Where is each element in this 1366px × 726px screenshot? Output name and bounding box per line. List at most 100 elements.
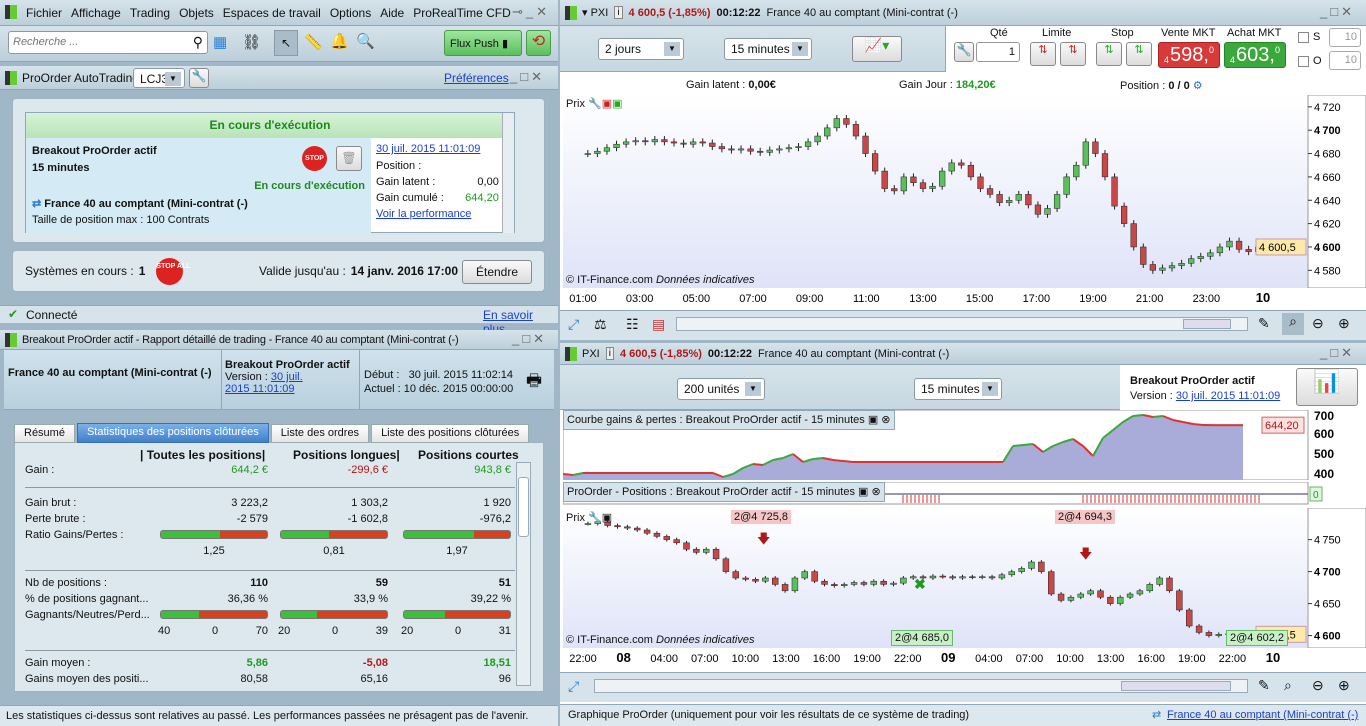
chart1-scrollbar[interactable]: [676, 317, 1248, 331]
report-icon[interactable]: 📊: [1296, 368, 1358, 406]
interval-select[interactable]: 15 minutes ▼: [724, 38, 812, 60]
o-input[interactable]: 10: [1329, 51, 1361, 70]
ruler-icon[interactable]: 📏: [304, 34, 323, 51]
menu-espaces[interactable]: Espaces de travail: [222, 6, 321, 20]
arrow-down-icon[interactable]: ▣: [601, 98, 613, 110]
zoom-in-icon[interactable]: ⊕: [1338, 677, 1350, 693]
menu-options[interactable]: Options: [329, 6, 372, 20]
search-icon[interactable]: ⚲: [192, 34, 203, 50]
window-icon[interactable]: ▣: [601, 512, 613, 524]
refresh-button[interactable]: ⟲: [526, 30, 551, 56]
zoom-out-icon[interactable]: ⊖: [1312, 677, 1324, 693]
zoom-select-icon[interactable]: ⌕: [1282, 313, 1304, 335]
menu-affichage[interactable]: Affichage: [71, 6, 121, 20]
tab-liste-positions[interactable]: Liste des positions clôturées: [371, 424, 530, 443]
zoom-out-icon[interactable]: ⊖: [1312, 315, 1324, 331]
arrow-up-icon[interactable]: ▣: [612, 98, 623, 110]
stop-button[interactable]: STOP: [302, 146, 327, 171]
stop-sell-button[interactable]: ⇅: [1126, 42, 1152, 66]
version-link[interactable]: 30 juil.: [270, 371, 303, 383]
menu-objets[interactable]: Objets: [179, 6, 214, 20]
equity-chart[interactable]: 400 500 600 700 644,20: [563, 410, 1366, 480]
chart2-ticker[interactable]: PXI: [582, 347, 600, 360]
flux-push-button[interactable]: Flux Push ▮: [444, 30, 522, 56]
zoom-in-icon[interactable]: ⊕: [1338, 315, 1350, 331]
wrench-icon[interactable]: 🔧: [588, 98, 602, 110]
tab-resume[interactable]: Résumé: [14, 424, 75, 443]
stop-buy-button[interactable]: ⇅: [1096, 42, 1122, 66]
gears-icon[interactable]: ⚙: [1192, 80, 1203, 92]
qty-input[interactable]: 1: [976, 42, 1020, 62]
window-controls[interactable]: _□✕: [512, 331, 547, 346]
window-icon[interactable]: ▣: [867, 414, 879, 426]
scroll-thumb[interactable]: [518, 477, 529, 537]
chart1-ticker[interactable]: ▾ PXI: [582, 7, 609, 19]
indicator-icon[interactable]: ⚖: [594, 316, 607, 332]
zoom-select-icon[interactable]: ⌕: [1284, 677, 1292, 693]
pointer-tool-icon[interactable]: ↖: [274, 30, 298, 56]
period-select[interactable]: 2 jours ▼: [598, 38, 684, 60]
link-icon[interactable]: ⛓: [242, 34, 262, 51]
interval-select[interactable]: 15 minutes ▼: [914, 378, 1002, 400]
zoom-icon[interactable]: 🔍: [356, 33, 375, 50]
o-checkbox[interactable]: [1298, 56, 1309, 67]
stop-all-button[interactable]: STOP ALL: [156, 257, 191, 285]
settings-wrench-icon[interactable]: 🔧: [954, 42, 974, 62]
version-link[interactable]: 30 juil. 2015 11:01:09: [1175, 390, 1281, 402]
alert-bell-icon[interactable]: 🔔: [330, 33, 349, 50]
candle: [1130, 223, 1137, 248]
candle: [919, 182, 927, 189]
s-input[interactable]: 10: [1329, 28, 1361, 47]
extend-button[interactable]: Étendre: [462, 260, 532, 284]
chart1-price-chart[interactable]: 4 580 4 600 4 620 4 640 4 660 4 680 4 700 4 720…: [563, 95, 1366, 310]
performance-link[interactable]: Voir la performance: [376, 208, 472, 220]
drawing-tool-icon[interactable]: ✎: [1258, 677, 1270, 693]
delete-trash-icon[interactable]: 🗑: [336, 146, 362, 171]
preferences-link[interactable]: Préférences: [444, 71, 509, 85]
version-link-cont[interactable]: 2015 11:01:09: [225, 383, 295, 395]
info-icon[interactable]: i: [605, 347, 614, 360]
tab-liste-ordres[interactable]: Liste des ordres: [270, 424, 370, 443]
tab-statistiques[interactable]: Statistiques des positions clôturées: [76, 423, 269, 443]
auto-scale-icon[interactable]: ⤢: [568, 316, 580, 332]
wrench-icon[interactable]: 🔧: [588, 512, 602, 524]
buy-market-button[interactable]: 4 603, 0: [1224, 42, 1286, 68]
search-box[interactable]: ⚲: [8, 31, 208, 54]
units-select[interactable]: 200 unités ▼: [677, 378, 765, 400]
stats-scrollbar[interactable]: [516, 462, 531, 686]
menu-trading[interactable]: Trading: [129, 6, 171, 20]
instrument-link[interactable]: France 40 au comptant (Mini-contrat (-): [1167, 709, 1359, 721]
scroll-thumb[interactable]: [1121, 681, 1231, 691]
stat-value: 59: [375, 577, 388, 589]
new-chart-icon[interactable]: ▦: [213, 34, 228, 51]
s-checkbox[interactable]: [1298, 32, 1309, 43]
search-input[interactable]: [13, 36, 183, 48]
chart2-scrollbar[interactable]: [594, 679, 1248, 693]
sell-market-button[interactable]: 4 598, 0: [1158, 42, 1220, 68]
account-select[interactable]: LCJ32 ▼: [133, 68, 185, 88]
close-icon[interactable]: ⊗: [871, 486, 881, 498]
bars-icon[interactable]: ▤: [652, 316, 666, 332]
scrollbar[interactable]: [502, 113, 514, 233]
auto-scale-icon[interactable]: ⤢: [568, 678, 580, 694]
drawing-tool-icon[interactable]: ✎: [1258, 315, 1270, 331]
window-icon[interactable]: ▣: [858, 486, 869, 498]
scroll-thumb[interactable]: [1183, 319, 1231, 329]
limit-buy-button[interactable]: ⇅: [1030, 42, 1056, 66]
list-icon[interactable]: ☷: [626, 316, 639, 332]
settings-wrench-icon[interactable]: 🔧: [189, 68, 209, 88]
window-controls[interactable]: _□✕: [510, 69, 545, 84]
menu-aide[interactable]: Aide: [380, 6, 405, 20]
indicator-button[interactable]: 📈▾: [852, 36, 902, 62]
window-controls[interactable]: _□✕: [1320, 4, 1355, 19]
print-icon[interactable]: 🖶: [526, 371, 543, 390]
info-icon[interactable]: i: [614, 6, 623, 19]
window-controls[interactable]: _□✕: [1320, 345, 1355, 360]
close-icon[interactable]: ⊗: [881, 414, 891, 426]
menu-fichier[interactable]: Fichier: [26, 6, 63, 20]
window-controls[interactable]: ⊸_✕: [512, 4, 551, 19]
limit-sell-button[interactable]: ⇅: [1060, 42, 1086, 66]
chart1-controls: 2 jours ▼ 15 minutes ▼ 📈▾ 🔧 Qté 1 Limite ⇅…: [560, 26, 1366, 72]
date-link[interactable]: 30 juil. 2015 11:01:09: [376, 143, 481, 155]
